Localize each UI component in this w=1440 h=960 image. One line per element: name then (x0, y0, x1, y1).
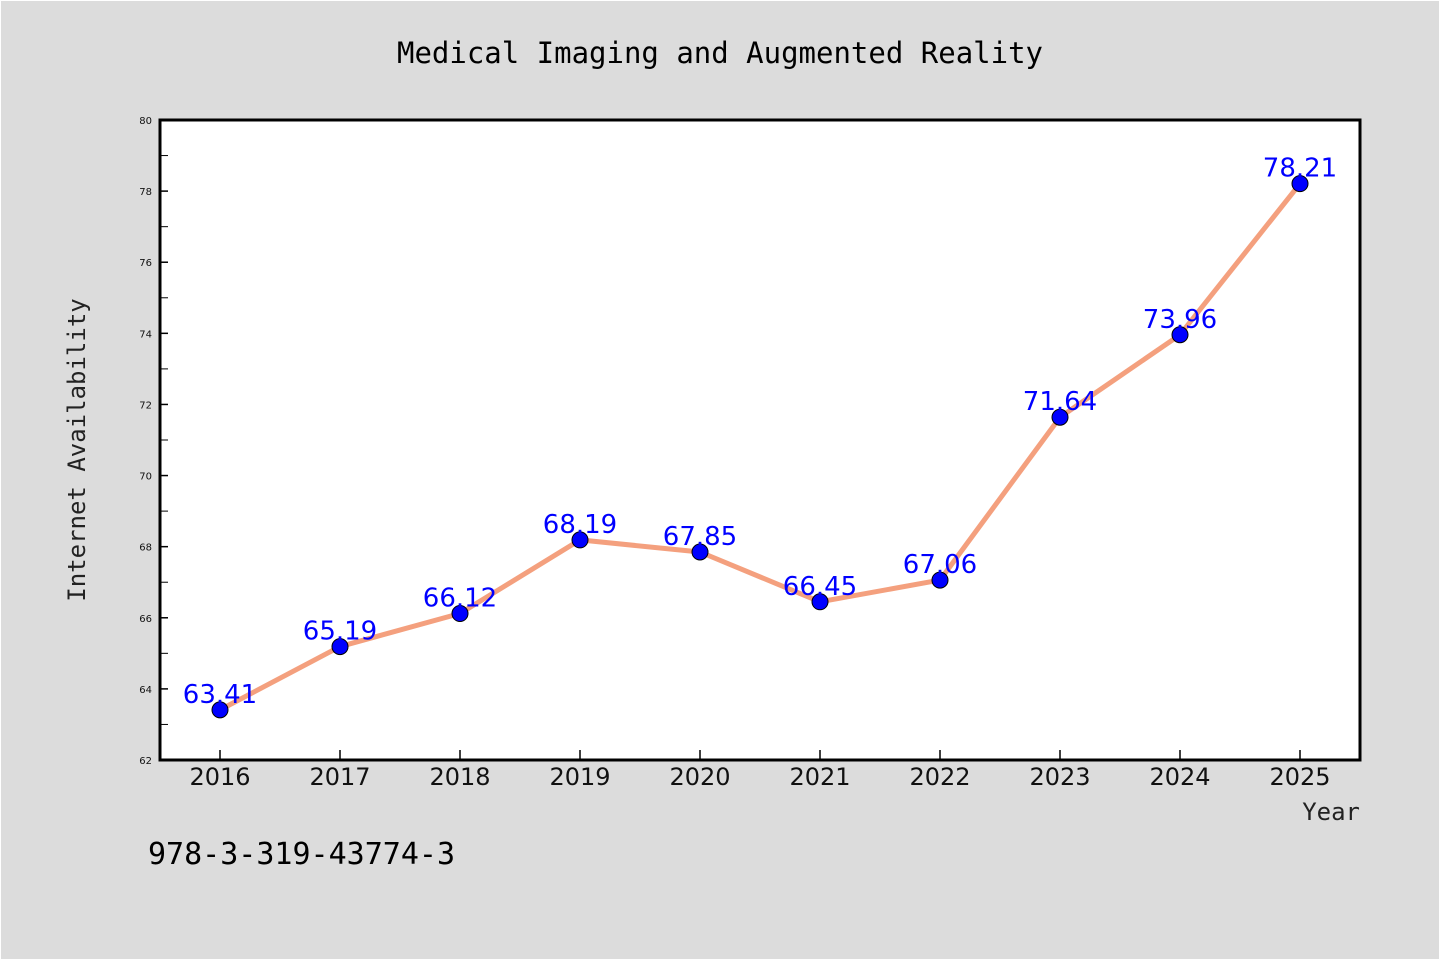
data-point-marker (211, 701, 229, 719)
data-label: 67.06 (903, 550, 977, 580)
y-tick-label: 80 (139, 116, 152, 127)
series-line (218, 182, 1302, 713)
data-label: 78.21 (1263, 154, 1337, 184)
data-point-marker (571, 531, 589, 549)
data-point-marker (1171, 326, 1189, 344)
data-label: 68.19 (543, 510, 617, 540)
y-tick-label: 74 (139, 329, 152, 340)
data-point-marker (451, 605, 469, 623)
x-tick-label: 2018 (429, 763, 490, 791)
data-label: 63.41 (183, 680, 257, 710)
y-tick-label: 76 (139, 258, 152, 269)
x-axis: 2016 2017 2018 2019 2020 2021 2022 2023 2024 2025 (189, 750, 1331, 791)
data-label: 65.19 (303, 617, 377, 647)
x-tick-label: 2025 (1269, 763, 1330, 791)
y-tick-label: 78 (139, 187, 152, 198)
data-label: 67.85 (663, 522, 737, 552)
y-tick-label: 66 (139, 614, 152, 625)
x-tick-label: 2020 (669, 763, 730, 791)
data-label: 73.96 (1143, 305, 1217, 335)
x-tick-label: 2016 (189, 763, 250, 791)
x-tick-label: 2021 (789, 763, 850, 791)
data-label: 71.64 (1023, 387, 1097, 417)
x-tick-label: 2022 (909, 763, 970, 791)
y-tick-label: 64 (139, 685, 152, 696)
x-tick-label: 2019 (549, 763, 610, 791)
y-tick-label: 72 (139, 400, 152, 411)
x-tick-label: 2024 (1149, 763, 1210, 791)
y-tick-label: 68 (139, 543, 152, 554)
data-point-marker (811, 593, 829, 611)
y-axis-label: Internet Availability (63, 298, 91, 601)
data-point-marker (1051, 408, 1069, 426)
data-labels: 63.41 65.19 66.12 68.19 67.85 66.45 67.06 71.64… (183, 154, 1337, 710)
y-tick-label: 62 (139, 756, 152, 767)
plot-area (158, 118, 1362, 762)
isbn-identifier: 978-3-319-43774-3 (148, 837, 455, 872)
x-axis-label: Year (1302, 798, 1360, 826)
data-point-marker (931, 571, 949, 589)
chart-title: Medical Imaging and Augmented Reality (397, 36, 1043, 70)
data-point-marker (1291, 175, 1309, 193)
y-tick-label: 70 (139, 472, 152, 483)
data-label: 66.12 (423, 584, 497, 614)
data-point-marker (691, 543, 709, 561)
x-tick-label: 2017 (309, 763, 370, 791)
data-label: 66.45 (783, 572, 857, 602)
data-markers (211, 175, 1309, 719)
data-point-marker (331, 638, 349, 656)
x-tick-label: 2023 (1029, 763, 1090, 791)
y-axis: 62 64 66 68 70 72 74 76 78 80 (139, 116, 168, 767)
